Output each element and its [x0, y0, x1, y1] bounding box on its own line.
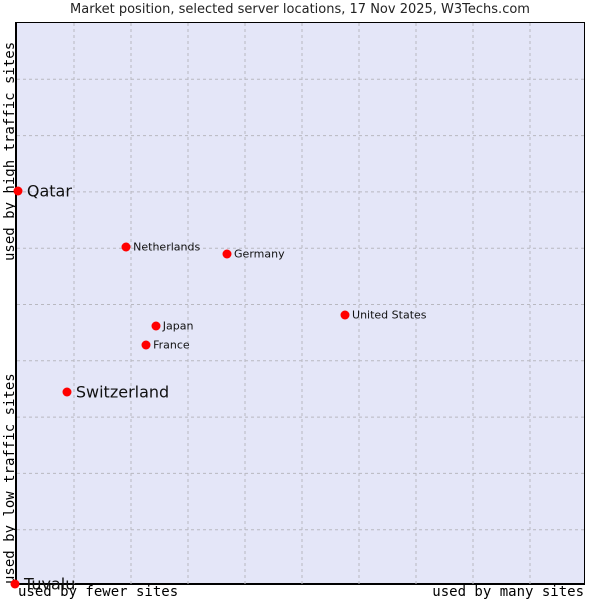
data-point-marker — [121, 242, 131, 252]
data-point-label: Tuvalu — [24, 574, 76, 594]
data-point-label: Netherlands — [133, 240, 201, 254]
data-point-marker — [62, 387, 72, 397]
y-axis-label-top: used by high traffic sites — [2, 41, 18, 261]
data-point-label: Switzerland — [75, 382, 170, 402]
data-point-marker — [340, 310, 350, 320]
x-axis-label-right: used by many sites — [432, 584, 584, 600]
data-point-label: Japan — [162, 319, 194, 333]
data-point-label: United States — [352, 308, 427, 322]
chart-title: Market position, selected server locatio… — [70, 2, 530, 17]
gridlines — [17, 23, 587, 586]
data-point-marker — [141, 340, 151, 350]
data-point-marker — [151, 321, 161, 331]
data-point-marker — [13, 186, 23, 196]
data-point-label: France — [153, 338, 190, 352]
data-point-marker — [10, 579, 20, 589]
y-axis-label-bottom: used by low traffic sites — [2, 373, 18, 584]
data-point-label: Qatar — [26, 181, 72, 201]
data-point-marker — [222, 249, 232, 259]
x-axis-label-left: used by fewer sites — [18, 584, 179, 600]
plot-area — [15, 22, 587, 586]
data-point-label: Germany — [234, 247, 285, 261]
